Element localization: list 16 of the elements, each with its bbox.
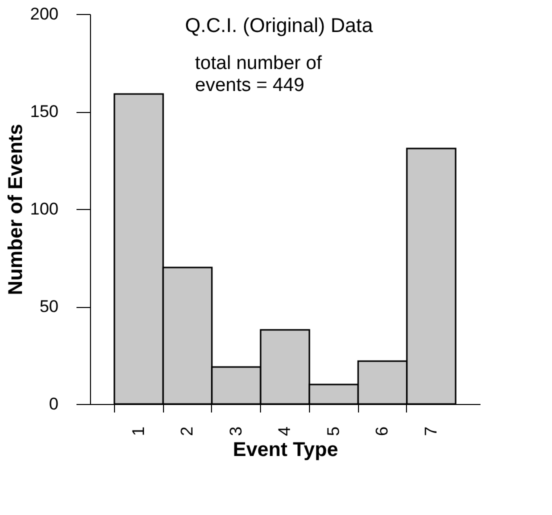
y-tick-label: 50 [40,297,58,316]
x-axis-title: Event Type [232,438,338,461]
annotation: total number of events = 449 [195,53,322,96]
x-tick-label: 6 [372,426,392,436]
y-tick-label: 150 [30,102,58,121]
x-tick-label: 3 [226,426,246,436]
y-tick-label: 100 [30,200,58,218]
x-tick-label: 1 [128,426,148,436]
x-tick-label: 5 [324,426,343,436]
y-tick-label: 0 [49,394,58,414]
y-tick-label: 200 [30,4,58,24]
x-tick-label: 2 [178,426,196,436]
x-tick-label: 7 [421,426,440,436]
x-tick-label: 4 [275,426,294,436]
y-axis-title: Number of Events [5,124,28,296]
chart-title: Q.C.I. (Original) Data [185,15,374,37]
